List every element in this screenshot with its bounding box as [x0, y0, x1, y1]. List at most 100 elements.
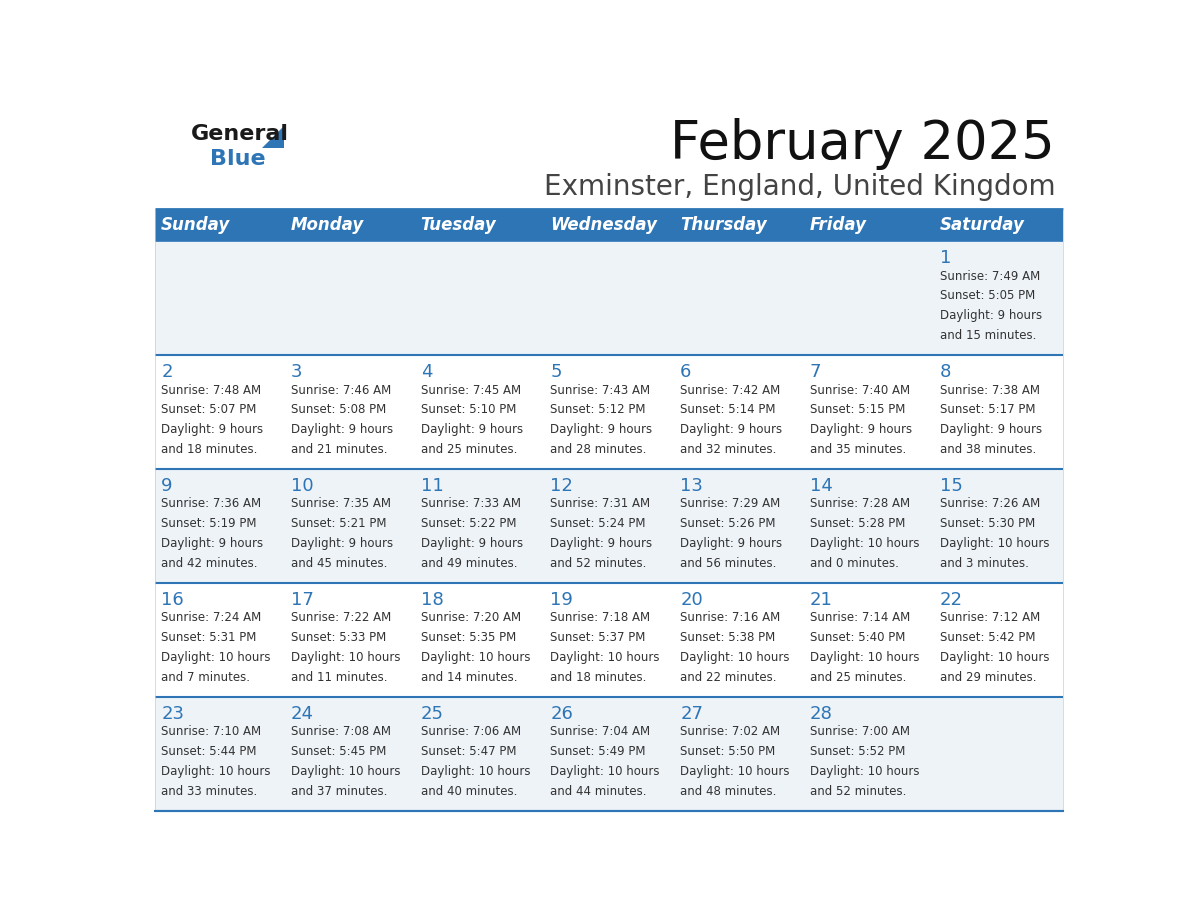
- Text: and 22 minutes.: and 22 minutes.: [681, 671, 777, 684]
- Bar: [154, 355, 1063, 469]
- Text: and 44 minutes.: and 44 minutes.: [550, 785, 647, 799]
- Text: 27: 27: [681, 705, 703, 722]
- Bar: [154, 583, 1063, 697]
- Text: Sunset: 5:26 PM: Sunset: 5:26 PM: [681, 518, 776, 531]
- Text: Daylight: 10 hours: Daylight: 10 hours: [162, 766, 271, 778]
- Text: and 29 minutes.: and 29 minutes.: [940, 671, 1036, 684]
- Text: Sunrise: 7:29 AM: Sunrise: 7:29 AM: [681, 498, 781, 510]
- Text: 8: 8: [940, 363, 952, 381]
- Text: 18: 18: [421, 591, 443, 609]
- Text: and 11 minutes.: and 11 minutes.: [291, 671, 387, 684]
- Text: Sunset: 5:44 PM: Sunset: 5:44 PM: [162, 745, 257, 758]
- Text: and 52 minutes.: and 52 minutes.: [550, 557, 646, 570]
- Text: and 0 minutes.: and 0 minutes.: [810, 557, 899, 570]
- Text: Sunset: 5:15 PM: Sunset: 5:15 PM: [810, 403, 905, 417]
- Text: and 14 minutes.: and 14 minutes.: [421, 671, 517, 684]
- Text: Daylight: 9 hours: Daylight: 9 hours: [810, 423, 912, 436]
- Text: February 2025: February 2025: [670, 118, 1055, 170]
- Bar: [154, 208, 1063, 241]
- Text: 28: 28: [810, 705, 833, 722]
- Text: Sunset: 5:05 PM: Sunset: 5:05 PM: [940, 289, 1035, 303]
- Text: Sunrise: 7:04 AM: Sunrise: 7:04 AM: [550, 725, 651, 738]
- Text: and 3 minutes.: and 3 minutes.: [940, 557, 1029, 570]
- Text: Sunrise: 7:46 AM: Sunrise: 7:46 AM: [291, 384, 391, 397]
- Text: Blue: Blue: [210, 149, 266, 169]
- Text: 19: 19: [550, 591, 574, 609]
- Text: 7: 7: [810, 363, 821, 381]
- Text: Sunrise: 7:36 AM: Sunrise: 7:36 AM: [162, 498, 261, 510]
- Text: Sunrise: 7:40 AM: Sunrise: 7:40 AM: [810, 384, 910, 397]
- Text: Sunset: 5:21 PM: Sunset: 5:21 PM: [291, 518, 386, 531]
- Text: Daylight: 9 hours: Daylight: 9 hours: [162, 537, 264, 551]
- Text: 2: 2: [162, 363, 172, 381]
- Text: Tuesday: Tuesday: [421, 216, 497, 234]
- Text: Daylight: 9 hours: Daylight: 9 hours: [681, 423, 783, 436]
- Text: Sunset: 5:19 PM: Sunset: 5:19 PM: [162, 518, 257, 531]
- Text: Daylight: 10 hours: Daylight: 10 hours: [681, 651, 790, 665]
- Text: Sunset: 5:52 PM: Sunset: 5:52 PM: [810, 745, 905, 758]
- Text: Sunrise: 7:20 AM: Sunrise: 7:20 AM: [421, 611, 520, 624]
- Text: Sunset: 5:33 PM: Sunset: 5:33 PM: [291, 632, 386, 644]
- Text: Sunset: 5:08 PM: Sunset: 5:08 PM: [291, 403, 386, 417]
- Text: 26: 26: [550, 705, 574, 722]
- Text: Sunset: 5:12 PM: Sunset: 5:12 PM: [550, 403, 646, 417]
- Text: and 38 minutes.: and 38 minutes.: [940, 443, 1036, 456]
- Text: Sunrise: 7:33 AM: Sunrise: 7:33 AM: [421, 498, 520, 510]
- Text: Sunset: 5:50 PM: Sunset: 5:50 PM: [681, 745, 776, 758]
- Text: 23: 23: [162, 705, 184, 722]
- Text: Daylight: 9 hours: Daylight: 9 hours: [421, 537, 523, 551]
- Text: 24: 24: [291, 705, 314, 722]
- Text: Sunset: 5:28 PM: Sunset: 5:28 PM: [810, 518, 905, 531]
- Text: Daylight: 10 hours: Daylight: 10 hours: [421, 766, 530, 778]
- Bar: [154, 697, 1063, 811]
- Text: Daylight: 9 hours: Daylight: 9 hours: [940, 423, 1042, 436]
- Text: and 49 minutes.: and 49 minutes.: [421, 557, 517, 570]
- Bar: [154, 469, 1063, 583]
- Text: Daylight: 10 hours: Daylight: 10 hours: [940, 537, 1049, 551]
- Text: and 18 minutes.: and 18 minutes.: [162, 443, 258, 456]
- Text: Sunrise: 7:14 AM: Sunrise: 7:14 AM: [810, 611, 910, 624]
- Text: Daylight: 10 hours: Daylight: 10 hours: [681, 766, 790, 778]
- Text: Sunset: 5:42 PM: Sunset: 5:42 PM: [940, 632, 1035, 644]
- Text: 13: 13: [681, 477, 703, 495]
- Text: Daylight: 9 hours: Daylight: 9 hours: [291, 537, 393, 551]
- Text: Sunrise: 7:08 AM: Sunrise: 7:08 AM: [291, 725, 391, 738]
- Text: and 28 minutes.: and 28 minutes.: [550, 443, 646, 456]
- Text: Sunset: 5:22 PM: Sunset: 5:22 PM: [421, 518, 517, 531]
- Text: Exminster, England, United Kingdom: Exminster, England, United Kingdom: [544, 174, 1055, 201]
- Text: and 48 minutes.: and 48 minutes.: [681, 785, 777, 799]
- Text: 10: 10: [291, 477, 314, 495]
- Text: and 32 minutes.: and 32 minutes.: [681, 443, 777, 456]
- Text: Sunrise: 7:10 AM: Sunrise: 7:10 AM: [162, 725, 261, 738]
- Text: Sunset: 5:49 PM: Sunset: 5:49 PM: [550, 745, 646, 758]
- Text: 3: 3: [291, 363, 303, 381]
- Text: Daylight: 10 hours: Daylight: 10 hours: [810, 537, 920, 551]
- Text: and 52 minutes.: and 52 minutes.: [810, 785, 906, 799]
- Text: Sunrise: 7:31 AM: Sunrise: 7:31 AM: [550, 498, 651, 510]
- Text: and 25 minutes.: and 25 minutes.: [421, 443, 517, 456]
- Text: Sunrise: 7:24 AM: Sunrise: 7:24 AM: [162, 611, 261, 624]
- Text: Sunday: Sunday: [162, 216, 230, 234]
- Text: Daylight: 10 hours: Daylight: 10 hours: [550, 766, 661, 778]
- Text: Sunrise: 7:06 AM: Sunrise: 7:06 AM: [421, 725, 520, 738]
- Text: Daylight: 9 hours: Daylight: 9 hours: [162, 423, 264, 436]
- Text: 9: 9: [162, 477, 172, 495]
- Text: Sunrise: 7:12 AM: Sunrise: 7:12 AM: [940, 611, 1040, 624]
- Text: Daylight: 9 hours: Daylight: 9 hours: [421, 423, 523, 436]
- Text: and 7 minutes.: and 7 minutes.: [162, 671, 251, 684]
- Text: Sunrise: 7:22 AM: Sunrise: 7:22 AM: [291, 611, 391, 624]
- Text: Daylight: 9 hours: Daylight: 9 hours: [681, 537, 783, 551]
- Bar: [154, 241, 1063, 355]
- Polygon shape: [263, 127, 284, 148]
- Text: 25: 25: [421, 705, 443, 722]
- Text: Sunrise: 7:28 AM: Sunrise: 7:28 AM: [810, 498, 910, 510]
- Text: and 18 minutes.: and 18 minutes.: [550, 671, 646, 684]
- Text: Daylight: 10 hours: Daylight: 10 hours: [291, 766, 400, 778]
- Text: Sunset: 5:07 PM: Sunset: 5:07 PM: [162, 403, 257, 417]
- Text: Sunrise: 7:16 AM: Sunrise: 7:16 AM: [681, 611, 781, 624]
- Text: General: General: [191, 124, 289, 144]
- Text: Sunset: 5:35 PM: Sunset: 5:35 PM: [421, 632, 516, 644]
- Text: Sunset: 5:14 PM: Sunset: 5:14 PM: [681, 403, 776, 417]
- Text: Sunrise: 7:42 AM: Sunrise: 7:42 AM: [681, 384, 781, 397]
- Text: Sunset: 5:47 PM: Sunset: 5:47 PM: [421, 745, 517, 758]
